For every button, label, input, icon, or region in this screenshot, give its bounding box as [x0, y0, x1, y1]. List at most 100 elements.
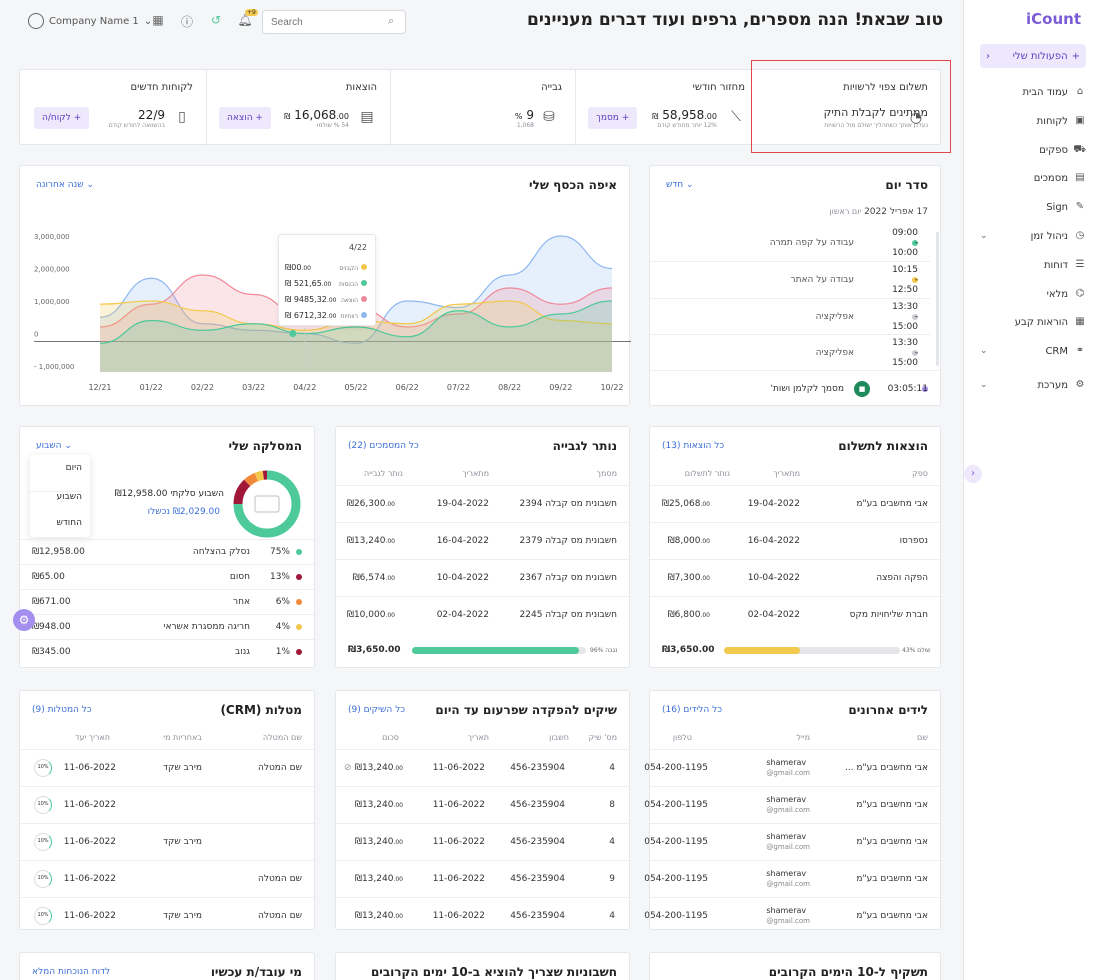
menu-item-today[interactable]: היום: [65, 463, 82, 473]
table-row[interactable]: 9 456-235904 11-06-2022 ₪13,240.00: [336, 860, 629, 897]
x-tick-label: 10/22: [600, 383, 623, 392]
table-row[interactable]: הפקה והפצה 10-04-2022 ₪7,300.00: [650, 559, 940, 596]
all-leads-link[interactable]: כל הלידים (16): [662, 705, 722, 715]
table-row[interactable]: אבי מחשבים בע"מ shamerav @gmail.com 054-200…: [644, 823, 940, 860]
clearing-filter[interactable]: ⌄ השבוע: [36, 441, 72, 451]
sidebar-item-documents[interactable]: ▤ מסמכים: [980, 168, 1086, 188]
sidebar-item-reports[interactable]: ☰ דוחות: [980, 255, 1086, 275]
agenda-filter[interactable]: ⌄ חדש: [666, 180, 694, 190]
amount-value: ₪10,000: [346, 610, 386, 620]
table-row[interactable]: חברת שליחויות מקס 02-04-2022 ₪6,800.00: [650, 596, 940, 633]
amount-decimals: .00: [385, 501, 395, 508]
status-dot: [922, 386, 928, 392]
series-dot: [361, 280, 367, 286]
x-tick-label: 08/22: [498, 383, 521, 392]
agenda-item[interactable]: עבודה על האתר 10:15 - 12:50: [650, 261, 930, 298]
kpi-title: לקוחות חדשים: [130, 82, 193, 93]
plus-icon: +: [1071, 50, 1080, 62]
table-row[interactable]: חשבונית מס קבלה 2245 02-04-2022 ₪10,000.00: [336, 596, 629, 633]
workers-card: מי עובד/ת עכשיו לדוח הנוכחות המלא: [19, 952, 315, 980]
phone-cell: 054-200-1195: [644, 874, 708, 884]
table-row[interactable]: אבי מחשבים בע"מ shamerav @gmail.com 054-200…: [644, 786, 940, 823]
label-cell: אחר: [233, 597, 250, 607]
table-row[interactable]: 4 456-235904 11-06-2022 ₪13,240.00: [336, 897, 629, 934]
settings-float-button[interactable]: ⚙: [13, 609, 35, 631]
check-number-cell: 8: [609, 800, 615, 810]
table-row[interactable]: חשבונית מס קבלה 2394 19-04-2022 ₪26,300.00: [336, 485, 629, 522]
sidebar-item-system[interactable]: ⚙ מערכת ⌄: [980, 375, 1086, 395]
email-domain: @gmail.com: [766, 843, 810, 851]
sidebar-item-label: ניהול זמן: [1030, 230, 1068, 242]
table-row[interactable]: שם המטלה מירב שקד 11-06-2022 10%: [20, 897, 314, 934]
attendance-report-link[interactable]: לדוח הנוכחות המלא: [32, 967, 111, 977]
sidebar-item-crm[interactable]: ⚭ CRM ⌄: [980, 341, 1086, 361]
series-dot: [361, 312, 367, 318]
sidebar-item-label: מערכת: [1037, 379, 1068, 391]
agenda-item[interactable]: עבודה על קפה תמרה 09:00 - 10:00: [650, 224, 930, 261]
bell-icon[interactable]: 🔔︎: [237, 13, 253, 27]
clearing-row: 13% חסום ₪65.00: [20, 564, 314, 589]
date-cell: 16-04-2022: [747, 536, 800, 546]
all-checks-link[interactable]: כל השיקים (9): [348, 705, 405, 715]
table-row[interactable]: 8 456-235904 11-06-2022 ₪13,240.00: [336, 786, 629, 823]
menu-item-week[interactable]: השבוע: [30, 491, 82, 502]
chart-period-filter[interactable]: ⌄ שנה אחרונה: [36, 180, 94, 190]
add-document-button[interactable]: + מסמך: [588, 107, 638, 129]
all-tasks-link[interactable]: כל המטלות (9): [32, 705, 92, 715]
my-actions-button[interactable]: + הפעולות שלי ‹: [980, 44, 1086, 68]
stop-button[interactable]: ■: [854, 381, 870, 397]
sidebar-item-sign[interactable]: ✎ Sign: [980, 197, 1086, 217]
sidebar-item-time[interactable]: ◷ ניהול זמן ⌄: [980, 226, 1086, 246]
name-cell: אבי מחשבים בע"מ: [856, 874, 928, 884]
progress-label: 96% נגבה: [590, 647, 618, 654]
table-row[interactable]: אבי מחשבים בע"מ shamerav @gmail.com 054-200…: [644, 860, 940, 897]
email-cell: shamerav @gmail.com: [766, 869, 810, 889]
sidebar-item-home[interactable]: ⌂ עמוד הבית: [980, 82, 1086, 102]
sidebar-item-label: ספקים: [1039, 144, 1068, 156]
sidebar-item-inventory[interactable]: ⌬ מלאי: [980, 284, 1086, 304]
agenda-item[interactable]: אפליקציה 13:30 - 15:00: [650, 334, 930, 371]
table-row[interactable]: אבי מחשבים בע"מ shamerav @gmail.com 054-200…: [644, 897, 940, 934]
sidebar-item-standing-orders[interactable]: ▦ הוראות קבע: [980, 312, 1086, 332]
value-cell: ₪671.00: [32, 597, 71, 607]
company-selector[interactable]: Company Name 1 ⌄: [28, 13, 152, 29]
calendar-icon[interactable]: ▦: [152, 13, 164, 27]
add-client-button[interactable]: + לקוח/ה: [34, 107, 90, 129]
table-row[interactable]: נספרסו 16-04-2022 ₪8,000.00: [650, 522, 940, 559]
sidebar-item-clients[interactable]: ▣ לקוחות: [980, 111, 1086, 131]
all-documents-link[interactable]: כל המסמכים (22): [348, 441, 419, 451]
col-header: טלפון: [672, 733, 692, 742]
search-input[interactable]: [262, 10, 406, 34]
sidebar-item-suppliers[interactable]: ⛟ ספקים: [980, 140, 1086, 160]
table-row[interactable]: 11-06-2022 10%: [20, 786, 314, 823]
date-cell: 10-04-2022: [436, 573, 489, 583]
table-row[interactable]: אבי מחשבים בע"מ ... shamerav @gmail.com 054…: [644, 749, 940, 786]
table-row[interactable]: 4 456-235904 11-06-2022 ₪13,240.00 ⊘: [336, 749, 629, 786]
pct-cell: 4%: [275, 622, 290, 632]
task-name-cell: שם המטלה: [257, 874, 302, 884]
agenda-item[interactable]: אפליקציה 13:30 - 15:00: [650, 298, 930, 335]
table-row[interactable]: מירב שקד 11-06-2022 10%: [20, 823, 314, 860]
amount-cell: ₪13,240.00: [355, 837, 403, 847]
all-expenses-link[interactable]: כל הוצאות (13): [662, 441, 725, 451]
history-icon[interactable]: ↺: [210, 13, 222, 27]
menu-item-month[interactable]: החודש: [56, 518, 82, 528]
add-expense-button[interactable]: + הוצאה: [219, 107, 271, 129]
eye-off-icon[interactable]: ⊘: [344, 763, 352, 773]
sidebar-toggle-button[interactable]: ›: [964, 465, 982, 483]
agenda-text: עבודה על האתר: [790, 275, 854, 285]
help-icon[interactable]: ⓘ: [180, 15, 193, 29]
table-row[interactable]: שם המטלה 11-06-2022 10%: [20, 860, 314, 897]
table-row[interactable]: אבי מחשבים בע"מ 19-04-2022 ₪25,068.00: [650, 485, 940, 522]
kpi-decimals: .00: [336, 112, 349, 121]
table-row[interactable]: חשבונית מס קבלה 2367 10-04-2022 ₪6,574.00: [336, 559, 629, 596]
table-row[interactable]: שם המטלה מירב שקד 11-06-2022 10%: [20, 749, 314, 786]
amount-value: ₪13,240: [346, 536, 386, 546]
table-row[interactable]: 4 456-235904 11-06-2022 ₪13,240.00: [336, 823, 629, 860]
col-header: נותר לגבייה: [364, 469, 403, 478]
scrollbar[interactable]: [936, 232, 939, 366]
table-row[interactable]: חשבונית מס קבלה 2379 16-04-2022 ₪13,240.00: [336, 522, 629, 559]
filter-label: חדש: [666, 180, 684, 190]
sidebar-item-label: Sign: [1046, 201, 1068, 213]
progress-circle: 10%: [34, 907, 52, 925]
